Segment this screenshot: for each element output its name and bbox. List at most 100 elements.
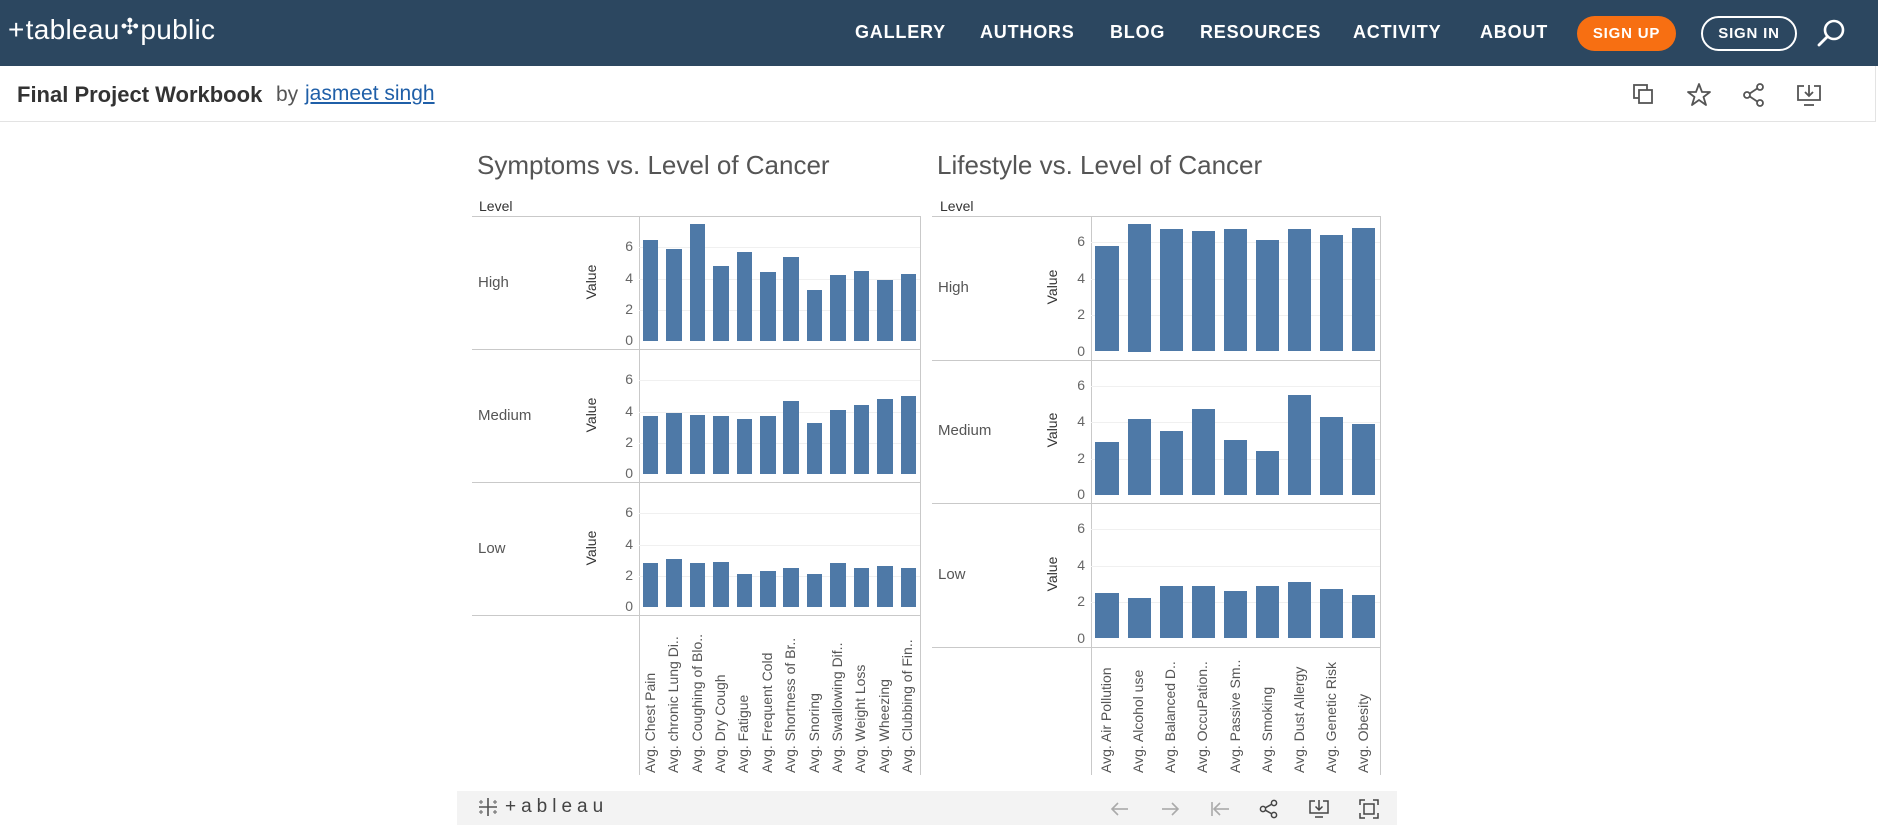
bar-low-0 <box>1095 592 1119 639</box>
bar-medium-8 <box>830 410 846 474</box>
plot-right-border <box>1380 216 1381 775</box>
bar-low-6 <box>1288 582 1312 639</box>
bar-high-1 <box>1127 224 1151 352</box>
y-tick-label: 4 <box>625 535 633 552</box>
revert-icon[interactable] <box>1209 798 1231 820</box>
row-divider <box>472 615 920 616</box>
by-label: by <box>276 83 299 106</box>
bar-high-3 <box>713 266 729 341</box>
x-category-label: Avg. Obesity <box>1354 693 1371 773</box>
x-category-label: Avg. Snoring <box>805 693 822 773</box>
plot-right-border <box>920 216 921 775</box>
bar-high-0 <box>642 239 659 341</box>
bar-low-11 <box>900 568 917 607</box>
download-icon[interactable] <box>1796 82 1822 108</box>
x-category-label: Avg. Fatigue <box>735 694 752 773</box>
x-category-label: Avg. Passive Sm.. <box>1226 659 1243 773</box>
row-label-low: Low <box>938 565 966 583</box>
x-category-label: Avg. Shortness of Br.. <box>782 637 799 773</box>
bar-medium-5 <box>760 416 776 474</box>
bar-medium-7 <box>1320 416 1344 495</box>
plot-left-border <box>1091 216 1092 775</box>
bar-low-0 <box>642 563 659 607</box>
bar-medium-0 <box>1095 442 1119 495</box>
bar-high-1 <box>666 248 682 341</box>
tableau-logo-icon <box>479 798 497 816</box>
bar-medium-3 <box>1191 409 1215 495</box>
workbook-title: Final Project Workbook <box>17 82 263 107</box>
x-category-label: Avg. OccuPation.. <box>1194 661 1211 773</box>
sign-up-button[interactable]: SIGN UP <box>1577 16 1676 51</box>
nav-gallery[interactable]: GALLERY <box>855 22 946 42</box>
sign-in-button[interactable]: SIGN IN <box>1701 16 1797 51</box>
tableau-brand[interactable]: +ableau <box>477 796 608 818</box>
bar-high-6 <box>783 256 799 341</box>
y-tick-label: 2 <box>1077 449 1085 466</box>
row-label-medium: Medium <box>938 422 992 440</box>
nav-about[interactable]: ABOUT <box>1480 22 1548 42</box>
y-tick-label: 2 <box>1077 306 1085 323</box>
star-icon[interactable] <box>1686 82 1712 108</box>
search-icon[interactable] <box>1815 17 1847 49</box>
y-tick-label: 0 <box>625 598 633 614</box>
x-category-label: Avg. Genetic Risk <box>1322 661 1339 773</box>
bar-low-8 <box>1352 594 1376 639</box>
bar-medium-2 <box>1159 431 1183 495</box>
x-label-area-bottom <box>472 615 639 616</box>
gridline <box>639 442 920 444</box>
x-category-label: Avg. Coughing of Blo.. <box>688 633 705 773</box>
author-link[interactable]: jasmeet singh <box>305 82 435 105</box>
bar-medium-1 <box>666 413 682 474</box>
y-tick-label: 0 <box>1077 486 1085 502</box>
bar-high-2 <box>1159 229 1183 352</box>
x-category-label: Avg. Dust Allergy <box>1290 666 1307 773</box>
y-tick-label: 4 <box>625 269 633 286</box>
row-label-medium: Medium <box>478 406 532 424</box>
y-tick-label: 0 <box>625 465 633 481</box>
y-tick-label: 6 <box>625 371 633 388</box>
bar-low-7 <box>806 574 823 607</box>
nav-authors[interactable]: AUTHORS <box>980 22 1075 42</box>
bar-low-1 <box>1127 598 1151 639</box>
redo-icon[interactable] <box>1159 798 1181 820</box>
bar-low-2 <box>689 563 706 607</box>
bar-low-6 <box>783 568 799 607</box>
download-icon[interactable] <box>1308 798 1330 820</box>
nav-blog[interactable]: BLOG <box>1110 22 1166 42</box>
workbook-title-bar: Final Project Workbook by jasmeet singh <box>0 66 1876 122</box>
bar-medium-6 <box>783 400 799 474</box>
bar-high-8 <box>1352 227 1376 352</box>
y-tick-label: 6 <box>1077 233 1085 250</box>
bar-medium-5 <box>1256 451 1280 495</box>
undo-icon[interactable] <box>1109 798 1131 820</box>
bar-high-8 <box>830 275 846 341</box>
nav-resources[interactable]: RESOURCES <box>1200 22 1322 42</box>
grid-top-line <box>932 216 1380 217</box>
gridline <box>639 513 920 515</box>
tableau-public-logo[interactable]: + tableau ✣ public <box>8 14 216 45</box>
bar-medium-11 <box>900 396 917 474</box>
y-tick-label: 2 <box>1077 593 1085 610</box>
row-divider <box>472 349 920 350</box>
share-icon[interactable] <box>1741 82 1767 108</box>
bar-low-4 <box>1223 591 1248 639</box>
bar-high-3 <box>1191 231 1215 352</box>
share-icon[interactable] <box>1258 798 1280 820</box>
bar-high-10 <box>877 280 893 341</box>
y-tick-label: 2 <box>625 566 633 583</box>
bar-medium-1 <box>1127 418 1151 495</box>
copy-icon[interactable] <box>1631 82 1657 108</box>
bar-high-9 <box>853 270 870 341</box>
nav-activity[interactable]: ACTIVITY <box>1353 22 1442 42</box>
fullscreen-icon[interactable] <box>1358 798 1380 820</box>
bar-high-5 <box>760 272 776 341</box>
gridline <box>639 247 920 249</box>
bar-high-11 <box>900 273 917 341</box>
bar-low-3 <box>713 561 729 607</box>
y-tick-label: 6 <box>625 504 633 521</box>
y-axis-title: Value <box>583 397 599 432</box>
bar-low-1 <box>666 558 682 607</box>
bar-low-10 <box>877 566 893 607</box>
gridline <box>1091 385 1380 387</box>
left-sheet-title: Symptoms vs. Level of Cancer <box>477 150 830 180</box>
